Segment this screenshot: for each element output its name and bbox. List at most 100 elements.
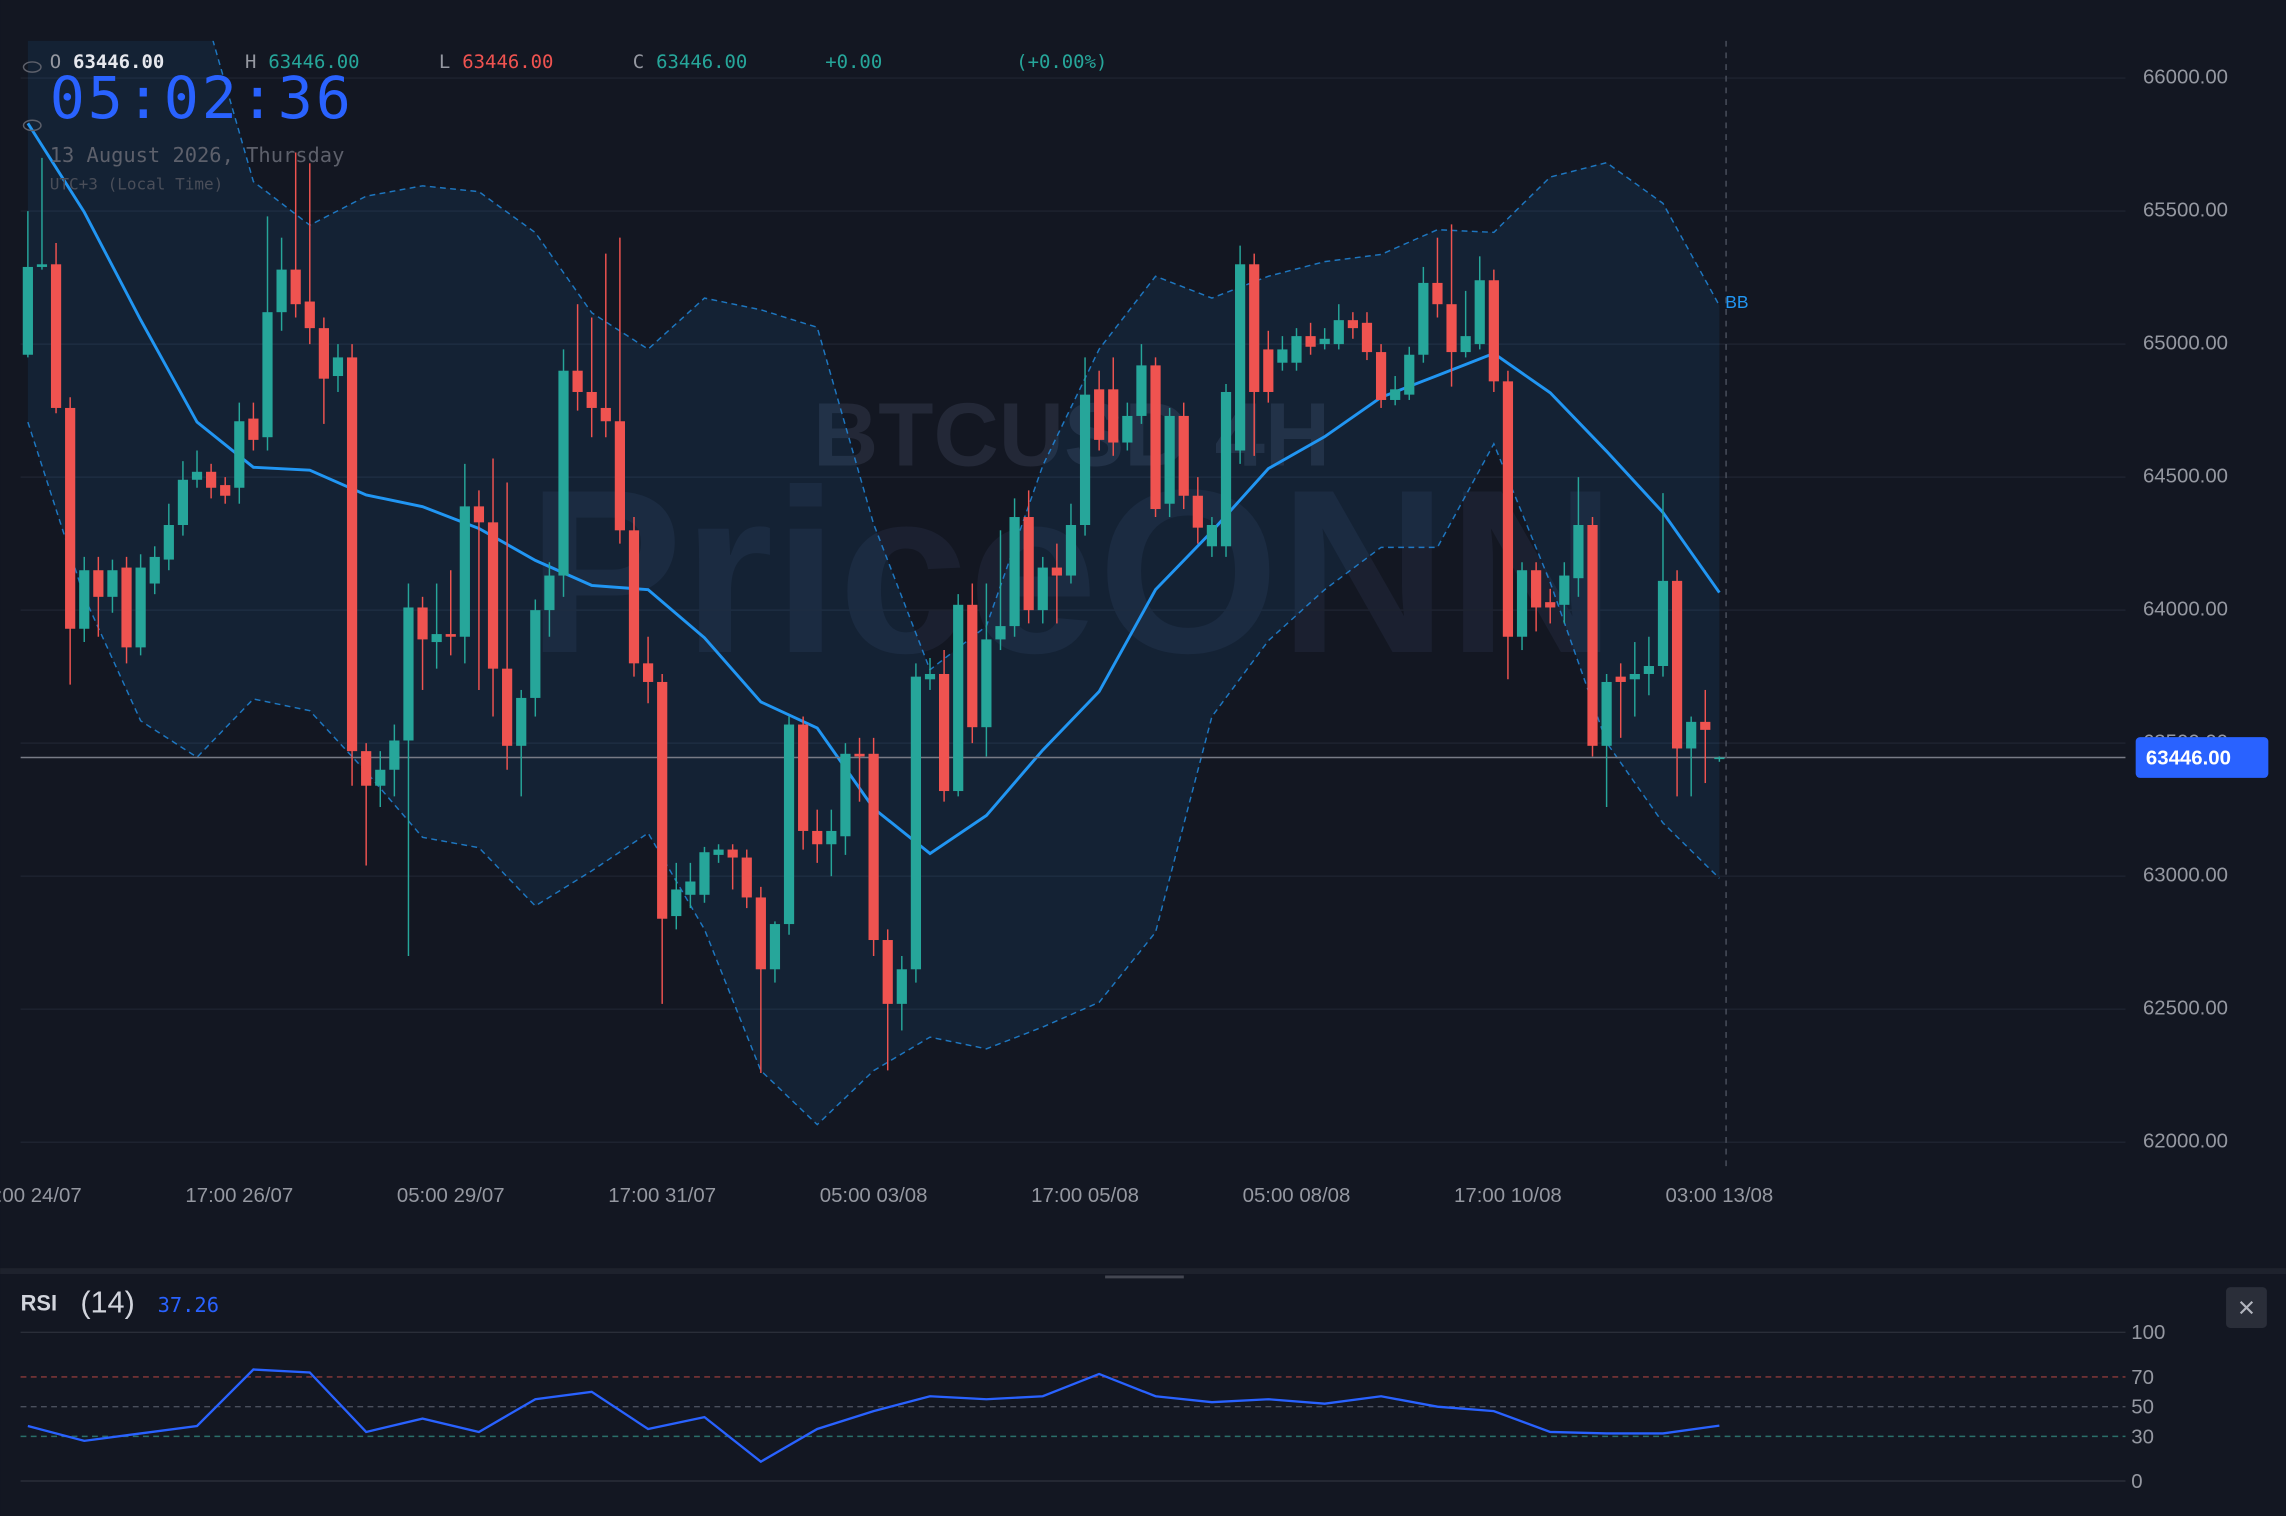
candle-body xyxy=(1671,580,1683,749)
candle-body xyxy=(1009,517,1020,627)
candle-body xyxy=(938,673,950,792)
candle-body xyxy=(304,301,315,329)
x-tick-label: 17:00 31/07 xyxy=(608,1185,716,1207)
candle-body xyxy=(1474,280,1485,345)
candle-body xyxy=(248,418,259,440)
candle-body xyxy=(262,312,273,438)
candle-body xyxy=(1305,336,1316,347)
close-icon xyxy=(2239,1300,2254,1315)
candle-body xyxy=(1347,320,1358,329)
candle-body xyxy=(121,567,132,648)
candle-body xyxy=(276,269,287,313)
candle-body xyxy=(840,753,851,837)
candle-body xyxy=(896,969,907,1004)
candle-body xyxy=(375,769,386,786)
eye-icon[interactable] xyxy=(22,119,42,132)
candle-body xyxy=(1559,575,1570,605)
candle-body xyxy=(1629,673,1640,680)
rsi-value: 37.26 xyxy=(158,1293,219,1317)
change-percent: (+0.00%) xyxy=(1016,51,1107,73)
candle-body xyxy=(854,753,865,757)
clock-timezone: UTC+3 (Local Time) xyxy=(50,175,224,194)
candle-body xyxy=(1108,389,1119,443)
candle-body xyxy=(318,328,329,379)
candle-body xyxy=(642,663,654,682)
candle-body xyxy=(586,391,597,408)
candle-body xyxy=(1291,336,1302,363)
candle-body xyxy=(967,604,978,728)
rsi-line xyxy=(27,1368,1720,1464)
change: +0.00 xyxy=(825,51,882,73)
candle-body xyxy=(1714,757,1725,760)
rsi-title: RSI xyxy=(21,1290,57,1315)
ohlc-header: O 63446.00 H 63446.00 L 63446.00 C 63446… xyxy=(22,51,1107,73)
candle-body xyxy=(332,357,344,377)
eye-icon[interactable] xyxy=(22,61,42,73)
x-tick-label: 17:00 26/07 xyxy=(185,1185,293,1207)
candle-body xyxy=(1516,570,1528,637)
candle-body xyxy=(657,681,668,919)
rsi-tick-label: 100 xyxy=(2131,1322,2165,1344)
last-price-badge xyxy=(2135,737,2269,778)
candle-body xyxy=(1333,320,1344,345)
candle-body xyxy=(1192,495,1203,528)
x-tick-label: 05:00 24/07 xyxy=(0,1185,82,1207)
candle-body xyxy=(79,570,90,629)
y-tick-label: 65000.00 xyxy=(2143,332,2228,354)
candle-body xyxy=(1319,338,1330,345)
candle-body xyxy=(995,626,1006,640)
candle-body xyxy=(107,570,118,597)
candle-body xyxy=(1164,415,1175,504)
y-tick-label: 66000.00 xyxy=(2143,66,2228,88)
candle-body xyxy=(1601,681,1612,746)
candle-body xyxy=(727,849,738,858)
x-tick-label: 17:00 05/08 xyxy=(1031,1185,1139,1207)
candle-body xyxy=(1178,415,1189,496)
candle-body xyxy=(1657,580,1669,667)
candle-body xyxy=(459,506,470,637)
candle-body xyxy=(1065,525,1077,576)
clock: 05:02:36 13 August 2026, Thursday UTC+3 … xyxy=(22,64,351,194)
ohlc-value: 63446.00 xyxy=(656,51,747,73)
y-tick-label: 63000.00 xyxy=(2143,865,2228,887)
candle-body xyxy=(868,753,879,941)
candle-body xyxy=(1023,517,1034,611)
candle-body xyxy=(1150,365,1161,510)
y-tick-label: 64500.00 xyxy=(2143,466,2228,488)
candle-body xyxy=(1235,264,1246,451)
candle-body xyxy=(1094,389,1105,440)
x-tick-label: 05:00 03/08 xyxy=(820,1185,928,1207)
candle-body xyxy=(783,724,795,925)
candle-body xyxy=(1587,525,1598,746)
candle-body xyxy=(1390,389,1401,400)
x-tick-label: 17:00 10/08 xyxy=(1454,1185,1562,1207)
candle-body xyxy=(206,471,217,488)
candle-body xyxy=(1404,354,1415,395)
candle-body xyxy=(1432,282,1443,305)
y-tick-label: 65500.00 xyxy=(2143,199,2228,221)
grid xyxy=(20,77,2126,1143)
candle-body xyxy=(628,530,640,664)
x-tick-label: 03:00 13/08 xyxy=(1666,1185,1774,1207)
rsi-tick-label: 70 xyxy=(2131,1367,2154,1389)
clock-date: 13 August 2026, Thursday xyxy=(50,143,345,167)
candle-body xyxy=(1502,381,1514,637)
candle-body xyxy=(572,370,583,392)
candle-body xyxy=(1136,365,1147,416)
rsi-tick-label: 0 xyxy=(2131,1471,2142,1493)
candle-body xyxy=(403,607,414,741)
candle-body xyxy=(1079,394,1091,526)
candle-body xyxy=(234,421,245,488)
candle-body xyxy=(600,407,611,422)
pane-divider[interactable] xyxy=(0,1268,2286,1275)
candle-body xyxy=(1700,721,1711,730)
candle-body xyxy=(1573,525,1584,579)
candle-body xyxy=(1122,415,1133,443)
candle-body xyxy=(487,522,499,669)
candle-body xyxy=(713,849,724,855)
candle-body xyxy=(953,604,964,792)
ohlc-key: H xyxy=(245,51,256,73)
y-tick-label: 62500.00 xyxy=(2143,998,2228,1020)
candle-body xyxy=(417,607,428,640)
